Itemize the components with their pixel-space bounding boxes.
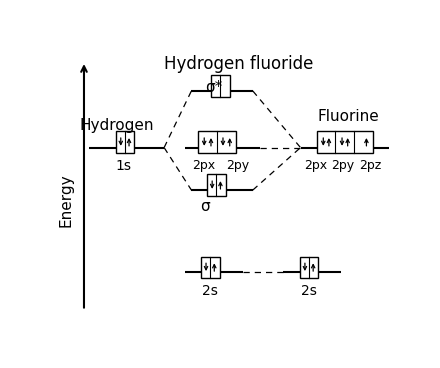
Text: 2pz: 2pz [359,159,381,172]
Text: Fluorine: Fluorine [317,109,379,124]
Text: Hydrogen fluoride: Hydrogen fluoride [165,56,314,74]
Bar [211,75,230,97]
Text: 2py: 2py [332,159,355,172]
Bar [198,131,236,153]
Text: Hydrogen: Hydrogen [79,118,154,133]
Text: 2px: 2px [192,159,215,172]
Text: 1s: 1s [115,159,131,173]
Bar [317,131,373,153]
Bar [116,131,134,153]
Text: 2py: 2py [226,159,249,172]
Text: 2s: 2s [202,284,218,298]
Text: 2s: 2s [301,284,317,298]
Bar [207,174,226,196]
Bar [201,256,220,278]
Text: 2px: 2px [304,159,327,172]
Bar [300,256,319,278]
Text: σ*: σ* [205,79,222,95]
Text: σ: σ [200,199,210,213]
Text: Energy: Energy [59,173,73,227]
